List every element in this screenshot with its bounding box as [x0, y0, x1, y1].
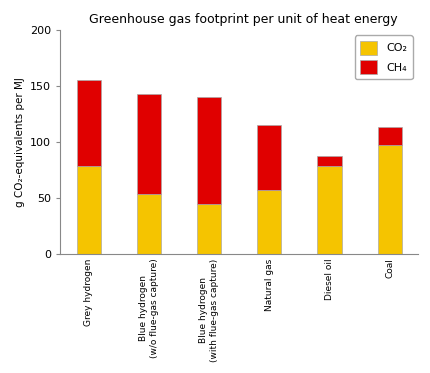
Bar	[136, 94, 160, 194]
Bar	[377, 145, 401, 254]
Bar	[317, 166, 341, 254]
Text: Greenhouse gas footprint per unit of heat energy: Greenhouse gas footprint per unit of hea…	[89, 13, 396, 26]
Bar	[257, 190, 281, 254]
Bar	[136, 194, 160, 254]
Bar	[257, 125, 281, 190]
Bar	[197, 97, 221, 204]
Bar	[317, 156, 341, 166]
Bar	[77, 166, 101, 254]
Legend: CO₂, CH₄: CO₂, CH₄	[354, 35, 412, 79]
Bar	[77, 80, 101, 166]
Bar	[197, 204, 221, 254]
Y-axis label: g CO₂-equivalents per MJ: g CO₂-equivalents per MJ	[15, 77, 25, 207]
Bar	[377, 127, 401, 145]
